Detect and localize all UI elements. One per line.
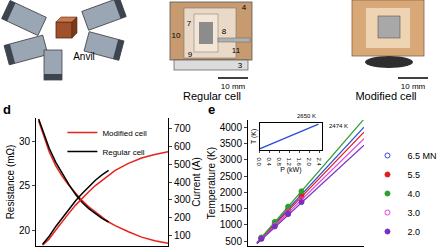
svg-text:Regular cell: Regular cell: [183, 90, 241, 102]
svg-text:Anvil: Anvil: [73, 51, 95, 62]
svg-text:10: 10: [172, 31, 181, 40]
svg-text:Regular cell: Regular cell: [102, 148, 144, 157]
svg-text:2500: 2500: [220, 171, 243, 182]
svg-text:3000: 3000: [220, 154, 243, 165]
svg-text:Resistance (mΩ): Resistance (mΩ): [5, 145, 16, 220]
svg-text:7: 7: [187, 19, 192, 28]
svg-text:25: 25: [19, 180, 31, 191]
svg-text:4: 4: [242, 3, 247, 12]
svg-text:8: 8: [222, 27, 227, 36]
svg-text:4.0: 4.0: [407, 189, 420, 199]
svg-text:1.2: 1.2: [286, 157, 292, 166]
svg-text:200: 200: [174, 212, 191, 223]
svg-text:20: 20: [19, 225, 31, 236]
html-text:e: e: [208, 102, 216, 117]
svg-text:10 mm: 10 mm: [220, 82, 246, 91]
svg-text:3500: 3500: [220, 138, 243, 149]
svg-text:0.4: 0.4: [266, 157, 272, 166]
svg-text:4000: 4000: [220, 122, 243, 133]
svg-text:500: 500: [225, 236, 242, 247]
svg-text:2474 K: 2474 K: [329, 123, 348, 129]
svg-text:0.0: 0.0: [256, 157, 262, 166]
svg-text:30: 30: [19, 136, 31, 147]
svg-text:500: 500: [174, 159, 191, 170]
svg-text:2.4: 2.4: [316, 157, 322, 166]
svg-text:1500: 1500: [220, 203, 243, 214]
svg-text:11: 11: [232, 46, 241, 55]
svg-text:T (K): T (K): [250, 129, 258, 144]
svg-text:1000: 1000: [220, 219, 243, 230]
svg-text:0.8: 0.8: [276, 157, 282, 166]
svg-text:100: 100: [174, 230, 191, 241]
svg-text:1.6: 1.6: [296, 157, 302, 166]
svg-text:3.0: 3.0: [407, 208, 420, 218]
svg-text:2650 K: 2650 K: [297, 113, 316, 119]
html-text:d: d: [3, 102, 11, 117]
svg-text:700: 700: [174, 123, 191, 134]
svg-text:6.5 MN: 6.5 MN: [407, 151, 436, 161]
svg-text:Modified cell: Modified cell: [355, 90, 416, 102]
svg-text:300: 300: [174, 194, 191, 205]
svg-text:Current (A): Current (A): [191, 157, 202, 206]
svg-text:400: 400: [174, 177, 191, 188]
svg-text:Modified cell: Modified cell: [102, 129, 147, 138]
svg-text:2000: 2000: [220, 187, 243, 198]
svg-text:9: 9: [188, 50, 193, 59]
svg-text:3: 3: [238, 61, 243, 70]
svg-text:10 mm: 10 mm: [400, 82, 426, 91]
svg-text:2.0: 2.0: [306, 157, 312, 166]
svg-text:5.5: 5.5: [407, 170, 420, 180]
svg-text:600: 600: [174, 141, 191, 152]
svg-text:2.0: 2.0: [407, 227, 420, 237]
svg-text:P (kW): P (kW): [280, 166, 301, 174]
svg-text:Temperature (K): Temperature (K): [206, 147, 217, 219]
